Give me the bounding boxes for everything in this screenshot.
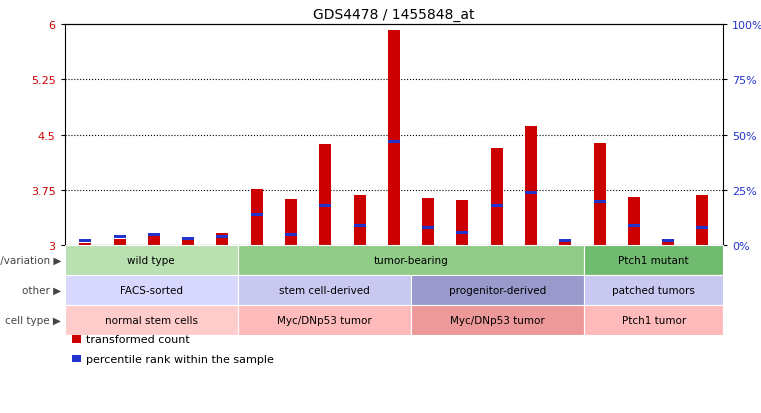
Bar (354, 224, 365, 227)
Bar (148, 233, 160, 236)
Text: patched tumors: patched tumors (612, 285, 695, 295)
Text: Ptch1 tumor: Ptch1 tumor (622, 315, 686, 325)
Bar (594, 144, 606, 246)
Bar (216, 233, 228, 246)
Bar (662, 240, 674, 243)
Bar (216, 235, 228, 238)
Text: normal stem cells: normal stem cells (105, 315, 198, 325)
Bar (182, 237, 194, 241)
Bar (354, 196, 365, 246)
Text: wild type: wild type (128, 256, 175, 266)
Bar (285, 233, 297, 236)
Text: cell type ▶: cell type ▶ (5, 315, 61, 325)
Bar (79, 240, 91, 243)
Bar (525, 126, 537, 246)
Bar (628, 224, 640, 227)
Title: GDS4478 / 1455848_at: GDS4478 / 1455848_at (313, 8, 475, 22)
Bar (491, 149, 503, 246)
Text: Myc/DNp53 tumor: Myc/DNp53 tumor (277, 315, 372, 325)
Bar (113, 239, 126, 246)
Bar (79, 244, 91, 246)
Text: progenitor-derived: progenitor-derived (449, 285, 546, 295)
Bar (696, 196, 708, 246)
Bar (594, 200, 606, 203)
Text: Ptch1 mutant: Ptch1 mutant (619, 256, 689, 266)
Bar (320, 204, 331, 207)
Bar (182, 237, 194, 246)
Bar (113, 235, 126, 238)
Text: Myc/DNp53 tumor: Myc/DNp53 tumor (451, 315, 545, 325)
Bar (457, 200, 468, 246)
Text: tumor-bearing: tumor-bearing (374, 256, 448, 266)
Bar (525, 191, 537, 194)
Bar (285, 199, 297, 246)
Text: genotype/variation ▶: genotype/variation ▶ (0, 256, 61, 266)
Bar (422, 199, 434, 246)
Text: percentile rank within the sample: percentile rank within the sample (86, 354, 274, 364)
Bar (662, 241, 674, 246)
Bar (250, 190, 263, 246)
Bar (320, 145, 331, 246)
Bar (388, 31, 400, 246)
Bar (388, 140, 400, 143)
Text: stem cell-derived: stem cell-derived (279, 285, 370, 295)
Bar (559, 241, 572, 246)
Bar (250, 214, 263, 216)
Bar (491, 204, 503, 207)
Text: transformed count: transformed count (86, 334, 189, 344)
Bar (559, 240, 572, 243)
Bar (148, 237, 160, 246)
Bar (422, 227, 434, 230)
Bar (628, 198, 640, 246)
Bar (457, 231, 468, 234)
Text: FACS-sorted: FACS-sorted (119, 285, 183, 295)
Bar (696, 227, 708, 230)
Text: other ▶: other ▶ (22, 285, 61, 295)
